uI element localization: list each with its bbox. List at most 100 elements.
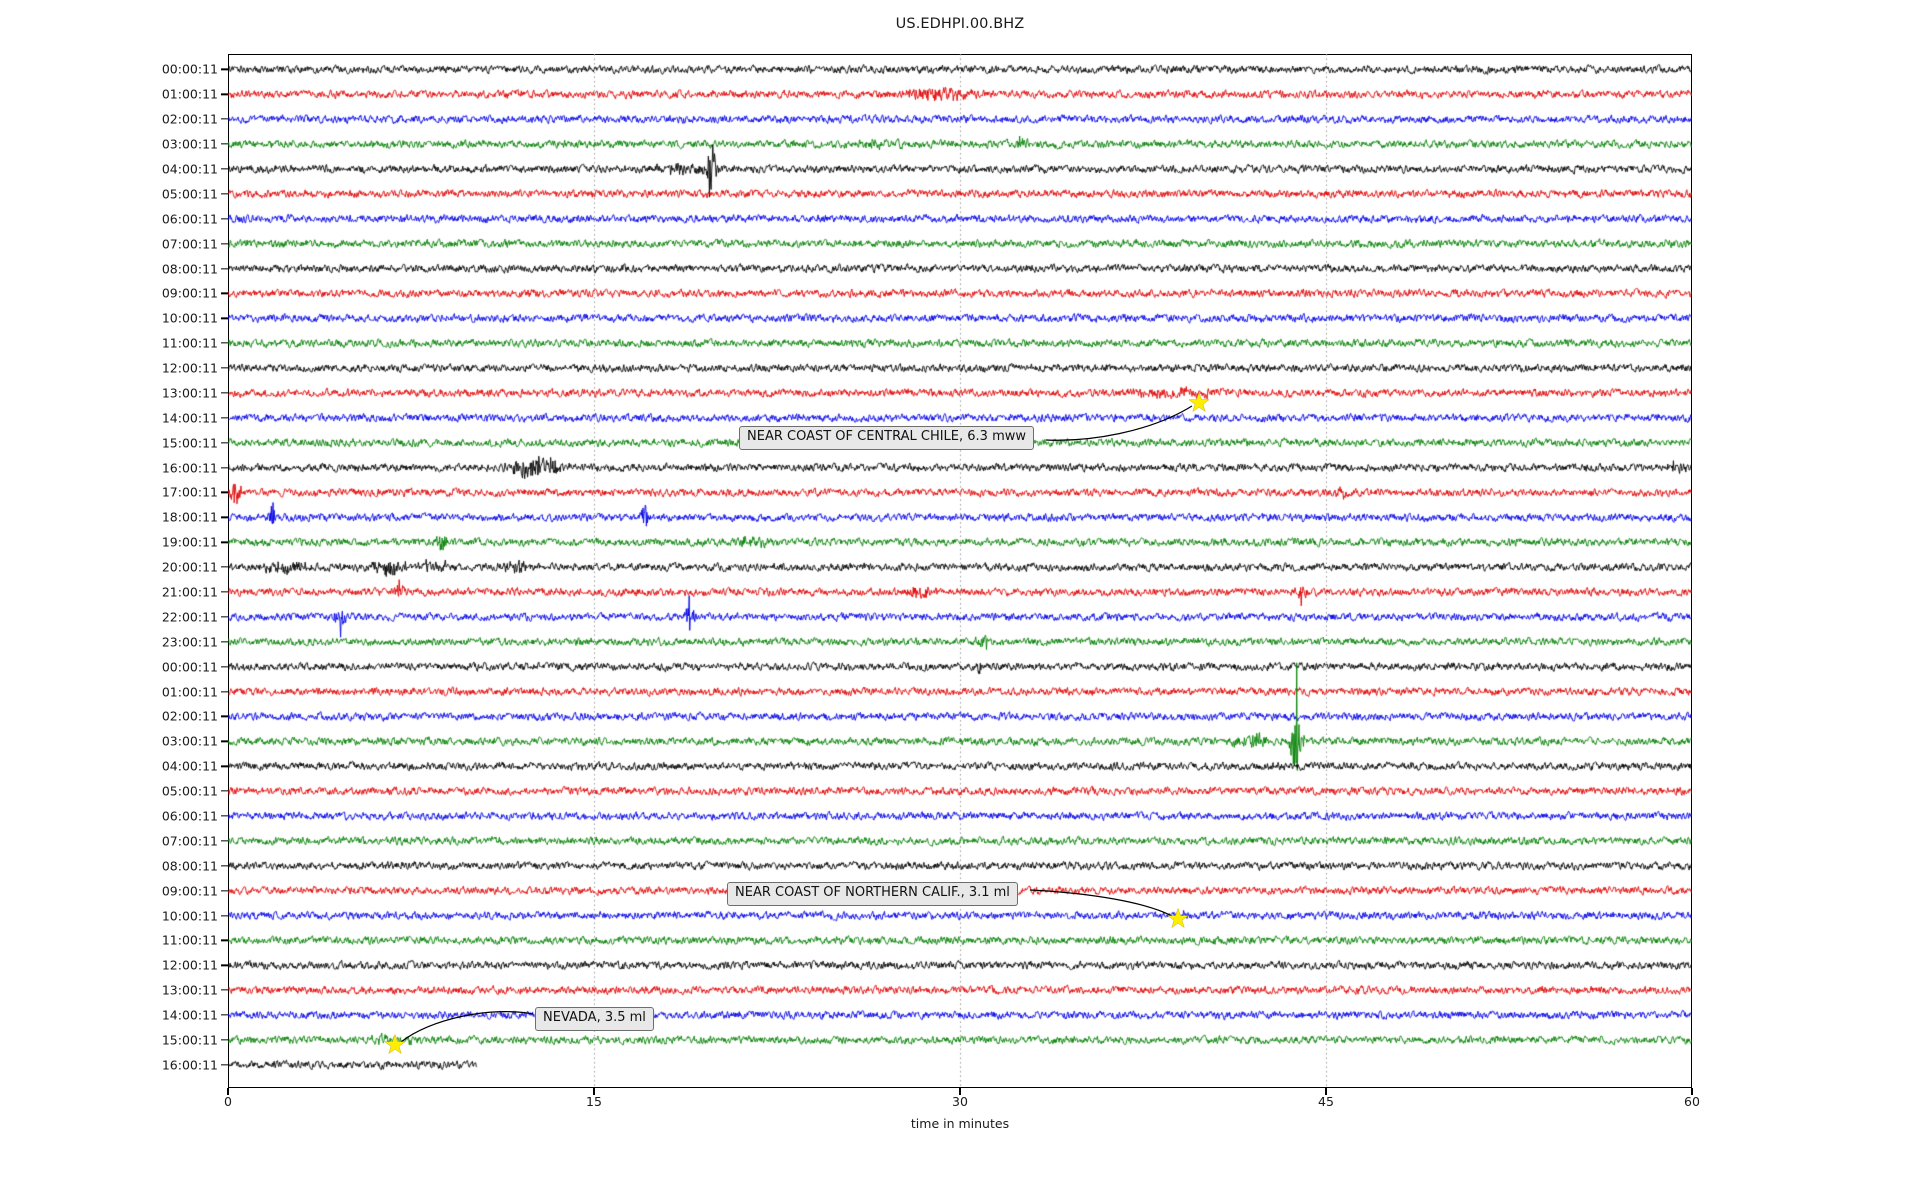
y-tick-mark: [221, 566, 228, 568]
y-tick-mark: [221, 790, 228, 792]
y-tick-label: 15:00:11: [161, 435, 218, 451]
y-tick-label: 07:00:11: [161, 236, 218, 252]
y-tick-label: 01:00:11: [161, 684, 218, 700]
y-tick-label: 13:00:11: [161, 982, 218, 998]
y-tick-label: 19:00:11: [161, 534, 218, 550]
y-tick-label: 05:00:11: [161, 186, 218, 202]
y-tick-label: 06:00:11: [161, 211, 218, 227]
y-tick-mark: [221, 292, 228, 295]
x-tick-label: 45: [1318, 1094, 1334, 1109]
y-tick-mark: [221, 193, 228, 195]
earthquake-annotation-label[interactable]: NEAR COAST OF CENTRAL CHILE, 6.3 mww: [739, 426, 1035, 450]
y-tick-label: 05:00:11: [161, 783, 218, 799]
y-tick-label: 02:00:11: [161, 111, 218, 127]
y-tick-mark: [221, 242, 228, 245]
y-tick-mark: [221, 939, 228, 942]
y-tick-label: 03:00:11: [161, 733, 218, 749]
y-tick-mark: [221, 466, 228, 469]
earthquake-star-marker[interactable]: [1188, 392, 1210, 414]
y-tick-mark: [221, 541, 228, 543]
y-tick-mark: [221, 666, 228, 668]
y-tick-mark: [221, 840, 228, 842]
y-tick-mark: [221, 367, 228, 369]
y-tick-label: 04:00:11: [161, 161, 218, 177]
x-axis-label: time in minutes: [910, 1116, 1010, 1131]
y-tick-label: 11:00:11: [161, 335, 218, 351]
earthquake-annotation-label[interactable]: NEAR COAST OF NORTHERN CALIF., 3.1 ml: [727, 882, 1018, 906]
y-tick-mark: [221, 1039, 228, 1041]
y-tick-label: 15:00:11: [161, 1032, 218, 1048]
x-tick-label: 0: [224, 1094, 232, 1109]
y-tick-label: 08:00:11: [161, 858, 218, 874]
y-tick-mark: [221, 491, 228, 494]
y-tick-label: 07:00:11: [161, 833, 218, 849]
earthquake-star-marker[interactable]: [384, 1034, 406, 1056]
y-tick-mark: [221, 1064, 228, 1066]
x-tick-mark: [1325, 1088, 1327, 1095]
y-tick-label: 13:00:11: [161, 385, 218, 401]
y-tick-label: 16:00:11: [161, 460, 218, 476]
y-tick-mark: [221, 641, 228, 643]
y-tick-label: 16:00:11: [161, 1057, 218, 1073]
x-tick-mark: [1691, 1088, 1693, 1095]
y-tick-label: 06:00:11: [161, 808, 218, 824]
page-title: US.EDHPI.00.BHZ: [895, 16, 1025, 32]
y-tick-label: 03:00:11: [161, 136, 218, 152]
x-tick-mark: [959, 1088, 961, 1095]
y-tick-label: 20:00:11: [161, 559, 218, 575]
y-tick-mark: [221, 865, 228, 867]
y-tick-mark: [221, 964, 228, 966]
y-tick-mark: [221, 267, 228, 270]
y-tick-label: 08:00:11: [161, 261, 218, 276]
y-tick-mark: [221, 118, 228, 120]
y-tick-label: 09:00:11: [161, 285, 218, 301]
y-tick-mark: [221, 890, 228, 892]
y-tick-label: 10:00:11: [161, 908, 218, 924]
y-tick-mark: [221, 740, 228, 742]
y-tick-mark: [221, 392, 228, 394]
x-tick-label: 15: [586, 1094, 602, 1109]
y-tick-label: 14:00:11: [161, 410, 218, 426]
y-tick-mark: [221, 815, 228, 817]
y-tick-mark: [221, 317, 228, 319]
x-tick-label: 30: [952, 1094, 968, 1109]
y-tick-mark: [221, 715, 228, 718]
y-tick-label: 23:00:11: [161, 634, 218, 650]
y-tick-mark: [221, 143, 228, 145]
y-tick-mark: [221, 516, 228, 519]
y-tick-label: 12:00:11: [161, 957, 218, 973]
y-tick-mark: [221, 914, 228, 917]
y-tick-mark: [221, 417, 228, 419]
y-tick-label: 01:00:11: [161, 86, 218, 102]
y-tick-label: 14:00:11: [161, 1007, 218, 1023]
earthquake-star-marker[interactable]: [1167, 908, 1189, 930]
x-tick-mark: [593, 1088, 595, 1095]
y-tick-mark: [221, 93, 228, 95]
y-tick-mark: [221, 168, 228, 170]
y-tick-mark: [221, 1014, 228, 1016]
y-tick-label: 21:00:11: [161, 584, 218, 600]
y-tick-label: 02:00:11: [161, 708, 218, 724]
y-tick-label: 12:00:11: [161, 360, 218, 376]
y-tick-mark: [221, 442, 228, 444]
y-tick-label: 10:00:11: [161, 310, 218, 326]
seismogram-traces-canvas: [228, 54, 1692, 1088]
y-tick-mark: [221, 68, 228, 71]
x-tick-label: 60: [1684, 1094, 1700, 1109]
y-tick-mark: [221, 342, 228, 344]
y-tick-mark: [221, 765, 228, 767]
y-tick-label: 00:00:11: [161, 61, 218, 77]
y-tick-label: 11:00:11: [161, 932, 218, 948]
y-tick-mark: [221, 616, 228, 618]
y-tick-label: 04:00:11: [161, 758, 218, 774]
y-tick-mark: [221, 989, 228, 991]
earthquake-annotation-label[interactable]: NEVADA, 3.5 ml: [535, 1007, 654, 1031]
y-tick-mark: [221, 218, 228, 220]
y-tick-label: 17:00:11: [161, 484, 218, 500]
y-tick-label: 00:00:11: [161, 659, 218, 675]
y-tick-label: 18:00:11: [161, 509, 218, 525]
y-tick-mark: [221, 690, 228, 693]
y-tick-label: 09:00:11: [161, 883, 218, 899]
x-tick-mark: [227, 1088, 229, 1095]
